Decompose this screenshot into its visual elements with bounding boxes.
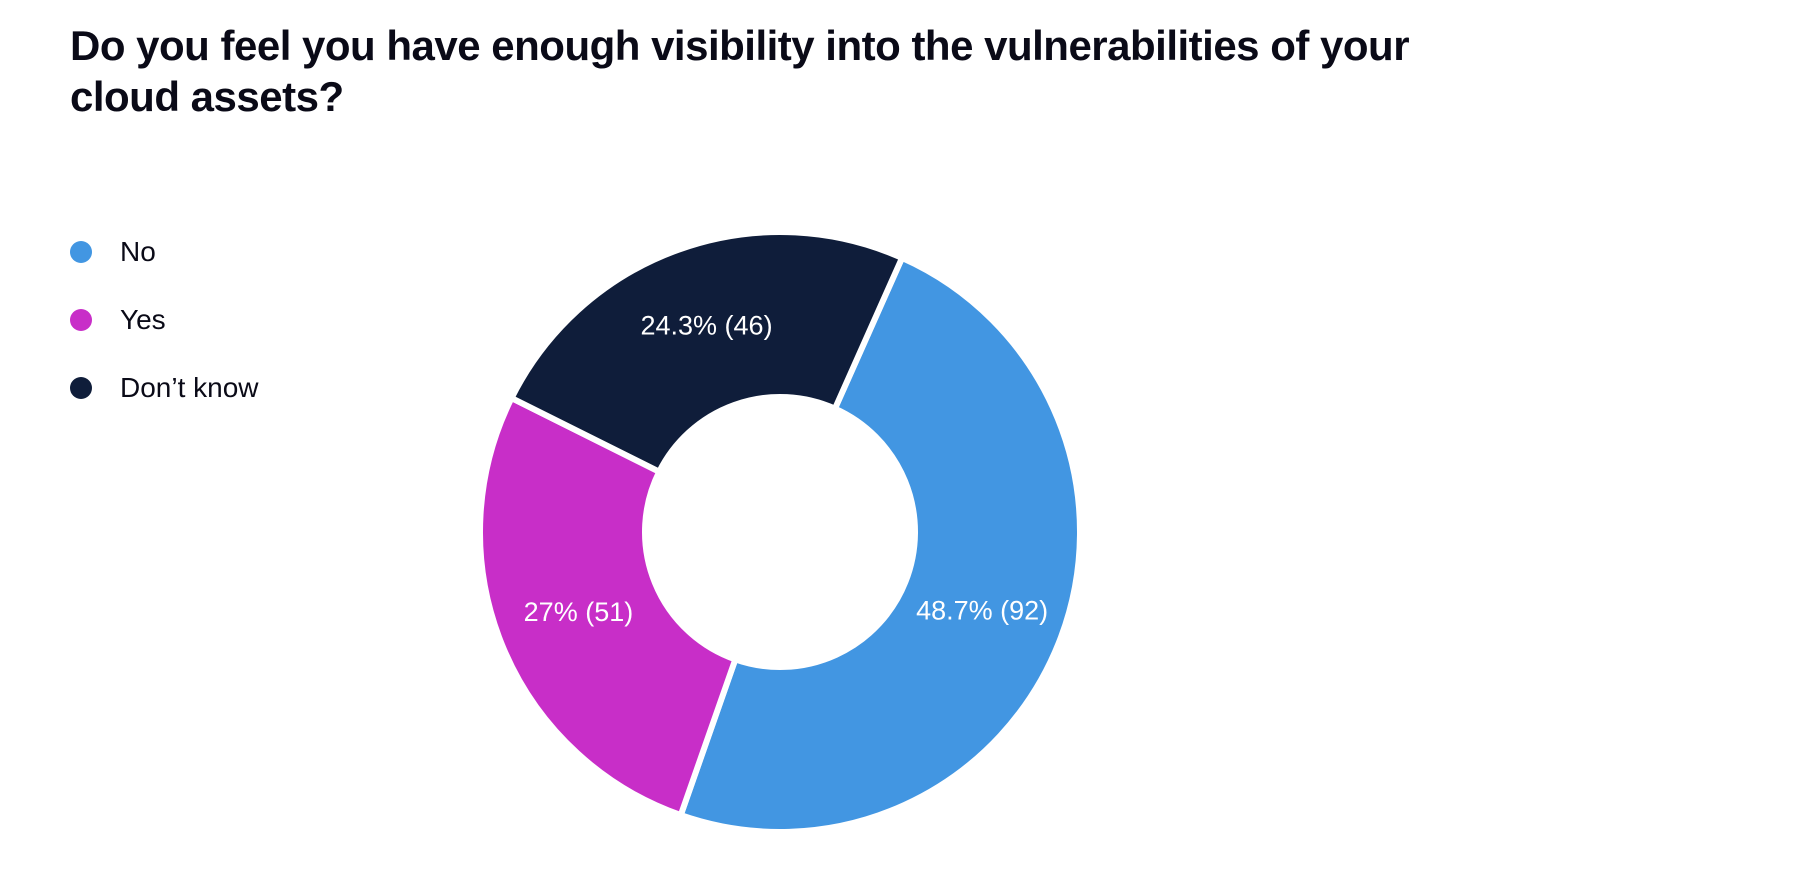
legend-label: Yes: [120, 304, 166, 336]
donut-chart: 48.7% (92) 27% (51) 24.3% (46): [450, 202, 1110, 862]
donut-svg: 48.7% (92) 27% (51) 24.3% (46): [450, 202, 1110, 862]
donut-slice-label-yes: 27% (51): [524, 597, 634, 627]
donut-slice-label-no: 48.7% (92): [916, 596, 1048, 626]
chart-title: Do you feel you have enough visibility i…: [70, 20, 1470, 122]
legend: No Yes Don’t know: [70, 202, 350, 440]
legend-item-no: No: [70, 236, 350, 268]
chart-body: No Yes Don’t know 48.7% (92) 27% (51) 24.3…: [70, 202, 1730, 862]
legend-item-yes: Yes: [70, 304, 350, 336]
donut-slice-label-dont-know: 24.3% (46): [640, 311, 772, 341]
legend-label: No: [120, 236, 156, 268]
legend-dot-icon: [70, 241, 92, 263]
legend-label: Don’t know: [120, 372, 259, 404]
donut-slices: [480, 232, 1080, 832]
legend-item-dont-know: Don’t know: [70, 372, 350, 404]
legend-dot-icon: [70, 377, 92, 399]
legend-dot-icon: [70, 309, 92, 331]
page: Do you feel you have enough visibility i…: [0, 0, 1800, 875]
